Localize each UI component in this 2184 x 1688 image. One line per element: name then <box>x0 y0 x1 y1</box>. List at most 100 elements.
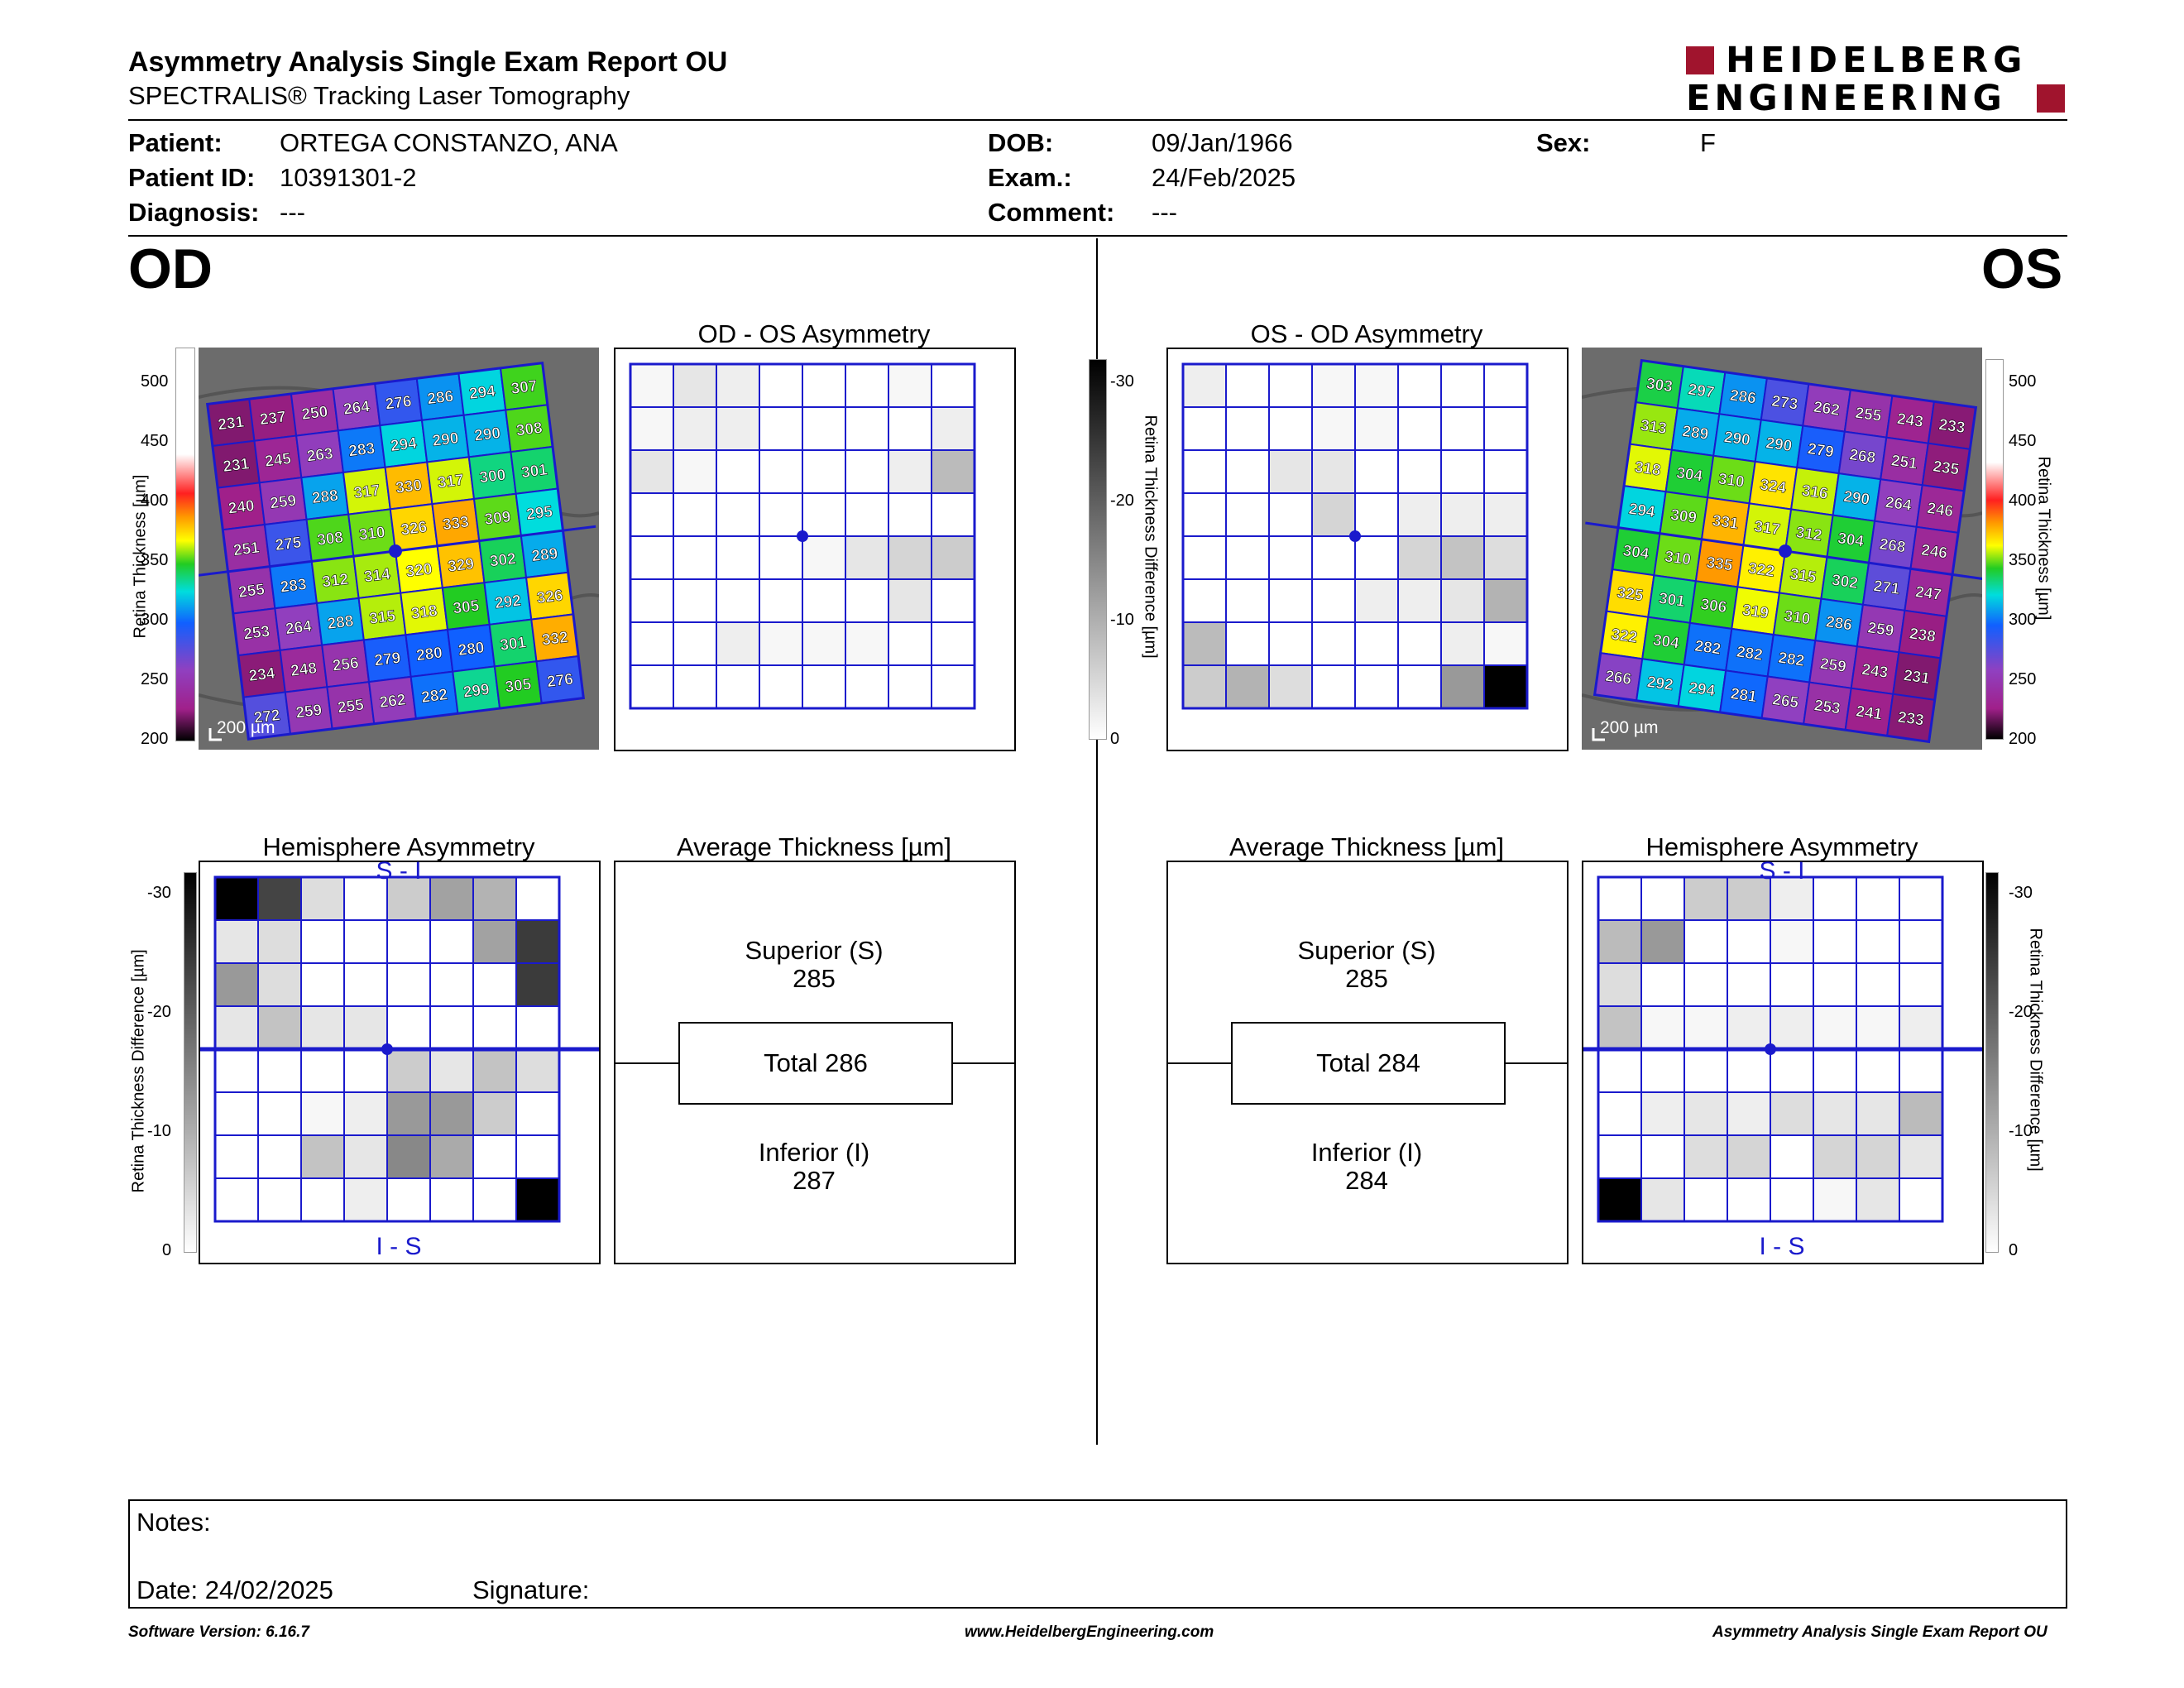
od-hemi-cell <box>343 919 388 964</box>
os-asym-cell <box>1440 621 1485 666</box>
os-cb-tick: 300 <box>2009 611 2037 629</box>
os-map-value: 271 <box>1872 578 1901 598</box>
os-asym-cell <box>1182 578 1227 623</box>
od-hemi-cell <box>472 962 517 1007</box>
od-map-value: 305 <box>504 676 532 697</box>
os-map-value: 302 <box>1831 572 1859 592</box>
os-asymmetry-grid <box>1181 362 1529 710</box>
od-hemi-cell <box>472 919 517 964</box>
od-asym-cell <box>673 449 717 494</box>
os-map-value: 235 <box>1932 458 1961 478</box>
od-hemi-cell <box>214 1177 259 1222</box>
os-map-value: 324 <box>1759 477 1788 497</box>
report-subtitle: SPECTRALIS® Tracking Laser Tomography <box>128 81 630 110</box>
od-asym-cell <box>673 492 717 537</box>
od-hemi-cell <box>429 1177 474 1222</box>
od-asym-cell <box>759 578 803 623</box>
od-asym-cell <box>802 578 846 623</box>
od-map-value: 308 <box>316 529 344 549</box>
od-hemi-cell <box>343 962 388 1007</box>
os-map-value: 292 <box>1646 674 1674 694</box>
os-hemi-cell <box>1640 1005 1685 1050</box>
os-asym-cell <box>1397 363 1442 408</box>
od-map-value: 245 <box>264 450 292 471</box>
od-asym-cell <box>759 535 803 580</box>
os-hemi-cell <box>1856 1177 1900 1222</box>
asym-cb-tick: -30 <box>1110 372 1134 391</box>
od-asym-cell <box>673 621 717 666</box>
od-average-panel: Superior (S) 285 Total 286 Inferior (I) … <box>614 861 1016 1264</box>
dob-label: DOB: <box>988 128 1054 157</box>
os-hemi-cell <box>1813 1091 1857 1136</box>
od-asym-cell <box>630 664 674 709</box>
os-hemi-cell <box>1813 1048 1857 1093</box>
od-asym-cell <box>888 406 932 451</box>
os-asym-cell <box>1440 664 1485 709</box>
od-asym-cell <box>802 406 846 451</box>
sex-label: Sex: <box>1536 128 1591 157</box>
od-map-value: 283 <box>347 440 376 461</box>
sex-value: F <box>1700 128 1716 157</box>
od-asym-cell <box>759 406 803 451</box>
os-asym-cell <box>1354 664 1399 709</box>
os-hemi-cell <box>1684 1048 1728 1093</box>
os-asym-cell <box>1225 621 1270 666</box>
os-hemi-cell <box>1684 1134 1728 1179</box>
od-asym-cell <box>630 621 674 666</box>
od-hemi-cell <box>300 1091 345 1136</box>
os-map-value: 315 <box>1789 566 1818 587</box>
os-map-value: 317 <box>1753 518 1781 539</box>
od-hemi-cell <box>257 1177 302 1222</box>
od-map-value: 302 <box>489 550 517 571</box>
os-map-value: 265 <box>1771 691 1800 712</box>
od-hemi-cell <box>515 1177 560 1222</box>
os-asym-cell <box>1483 621 1528 666</box>
os-thickness-axis-label: Retina Thickness [µm] <box>2034 456 2053 621</box>
od-map-value: 262 <box>379 691 407 712</box>
os-asym-cell <box>1225 406 1270 451</box>
od-map-value: 308 <box>515 420 544 440</box>
od-hemi-cb-tick: 0 <box>162 1241 172 1259</box>
od-hemi-cell <box>386 876 431 921</box>
os-asym-cell <box>1225 578 1270 623</box>
od-cb-tick: 450 <box>141 432 169 450</box>
od-hemi-cell <box>300 1177 345 1222</box>
od-asym-cell <box>802 535 846 580</box>
os-hemi-top-label: S - I <box>1759 857 1805 885</box>
os-asym-cell <box>1182 406 1227 451</box>
od-asym-cell <box>931 492 975 537</box>
od-asym-cell <box>630 535 674 580</box>
od-asym-cell <box>630 363 674 408</box>
od-map-value: 286 <box>426 388 454 409</box>
os-map-value: 273 <box>1770 393 1798 414</box>
os-asym-cell <box>1311 449 1356 494</box>
os-cb-tick: 400 <box>2009 492 2037 510</box>
os-map-value: 238 <box>1909 625 1937 645</box>
os-map-scale-bar <box>1592 728 1605 741</box>
os-hemi-cell <box>1813 1005 1857 1050</box>
od-hemisphere-panel <box>199 861 601 1264</box>
od-hemisphere-title: Hemisphere Asymmetry <box>262 832 535 861</box>
os-asym-cell <box>1483 492 1528 537</box>
od-asym-cell <box>716 363 760 408</box>
od-map-value: 279 <box>373 650 401 670</box>
os-asym-cell <box>1397 578 1442 623</box>
os-cb-tick: 500 <box>2009 372 2037 391</box>
os-thickness-map: 303 297 286 273 262 255 243 233 313 289 290 290 279 2… <box>1582 358 1982 744</box>
os-asym-cell <box>1483 664 1528 709</box>
os-asym-cell <box>1440 363 1485 408</box>
os-hemi-cell <box>1899 1134 1943 1179</box>
os-hemi-cell <box>1770 1177 1814 1222</box>
od-map-value: 256 <box>332 655 360 675</box>
os-asym-cell <box>1440 578 1485 623</box>
logo-square-top <box>1686 46 1714 74</box>
os-hemi-cell <box>1727 1048 1771 1093</box>
od-asym-cell <box>716 492 760 537</box>
os-map-value: 316 <box>1801 482 1829 503</box>
od-cb-tick: 300 <box>141 611 169 629</box>
od-map-value: 253 <box>242 623 271 644</box>
website-link[interactable]: www.HeidelbergEngineering.com <box>965 1623 1214 1641</box>
od-hemi-cell <box>214 1005 259 1050</box>
od-inferior-value: 287 <box>793 1166 836 1195</box>
od-map-value: 280 <box>415 645 443 665</box>
